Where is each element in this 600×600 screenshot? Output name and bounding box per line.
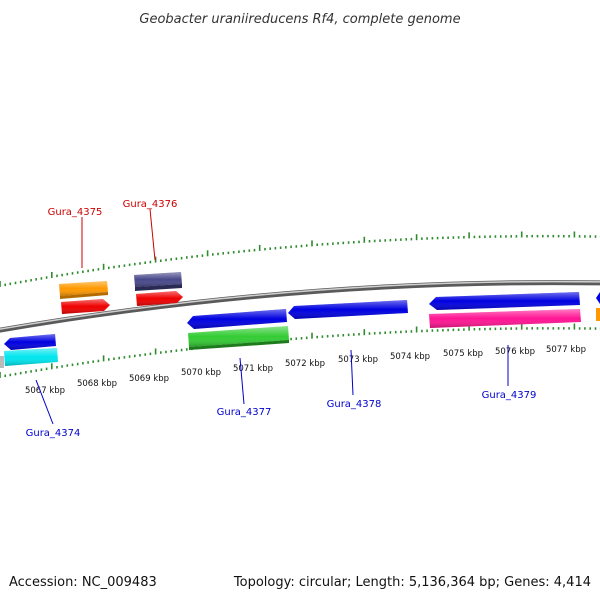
- scale-label-5067: 5067 kbp: [25, 386, 65, 396]
- leader-line-gura-4374: [35, 379, 54, 425]
- feature-slate-4376[interactable]: [134, 272, 182, 291]
- map-title: Geobacter uraniireducens Rf4, complete g…: [139, 12, 460, 27]
- feature-cds-4377[interactable]: [187, 309, 287, 329]
- feature-green-4377[interactable]: [188, 326, 289, 350]
- gene-label-gura-4376[interactable]: Gura_4376: [123, 199, 178, 210]
- scale-label-5077: 5077 kbp: [546, 345, 586, 355]
- gene-label-gura-4378[interactable]: Gura_4378: [327, 399, 382, 410]
- outer-tick-ring: [0, 231, 600, 287]
- feature-cyan-4374[interactable]: [0, 348, 58, 368]
- feature-cds-4376[interactable]: [136, 291, 183, 306]
- scale-label-5074: 5074 kbp: [390, 352, 430, 362]
- scale-label-5076: 5076 kbp: [495, 347, 535, 357]
- scale-label-5068: 5068 kbp: [77, 379, 117, 389]
- scale-label-5071: 5071 kbp: [233, 364, 273, 374]
- feature-orange-4375[interactable]: [59, 281, 108, 299]
- inner-tick-ring: [0, 323, 600, 378]
- leader-line-gura-4377: [239, 357, 245, 405]
- scale-label-5075: 5075 kbp: [443, 349, 483, 359]
- feature-cds-4378[interactable]: [288, 300, 408, 319]
- feature-cds-4374[interactable]: [4, 334, 56, 350]
- scale-label-5072: 5072 kbp: [285, 359, 325, 369]
- scale-label-5070: 5070 kbp: [181, 368, 221, 378]
- feature-cds-edge-right[interactable]: [596, 291, 600, 304]
- feature-cds-4375[interactable]: [61, 299, 110, 314]
- scale-label-5073: 5073 kbp: [338, 355, 378, 365]
- genome-summary-text: Topology: circular; Length: 5,136,364 bp…: [233, 575, 591, 590]
- feature-orange-edge-right[interactable]: [596, 308, 600, 321]
- accession-text: Accession: NC_009483: [9, 575, 157, 590]
- gene-label-gura-4379[interactable]: Gura_4379: [482, 390, 537, 401]
- genome-backbone: [0, 280, 600, 333]
- leader-line-gura-4376: [149, 208, 156, 261]
- gene-label-gura-4375[interactable]: Gura_4375: [48, 207, 103, 218]
- leader-line-gura-4378: [350, 349, 354, 396]
- scale-label-5069: 5069 kbp: [129, 374, 169, 384]
- gene-label-gura-4374[interactable]: Gura_4374: [26, 428, 81, 439]
- genome-backbone-highlight: [0, 280, 600, 330]
- feature-cds-4379[interactable]: [429, 292, 580, 310]
- gene-label-gura-4377[interactable]: Gura_4377: [217, 407, 272, 418]
- feature-magenta-4379[interactable]: [429, 309, 581, 328]
